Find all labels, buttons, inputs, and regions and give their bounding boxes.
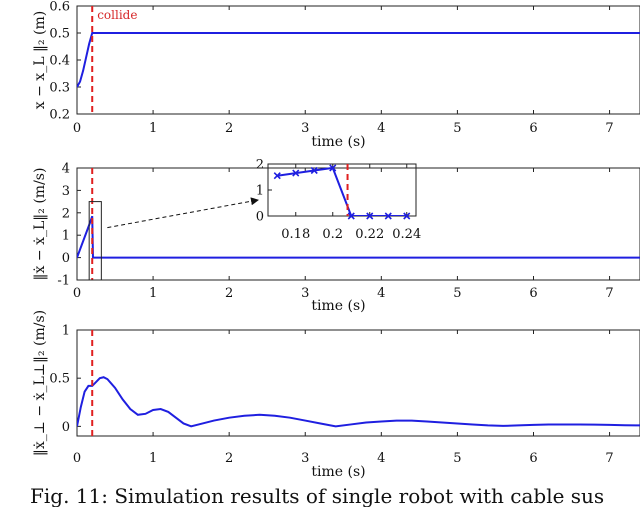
y-tick-label: 0: [62, 251, 70, 266]
x-tick-label: 0: [73, 451, 81, 466]
y-axis-label: x − x_L ‖₂ (m): [32, 11, 48, 109]
data-point-marker: [273, 172, 281, 180]
y-tick-label: 0.5: [49, 372, 70, 387]
y-tick-label: -1: [57, 274, 70, 289]
y-tick-label: 0.3: [49, 81, 70, 96]
x-tick-label: 3: [301, 121, 309, 136]
x-tick-label: 0.24: [392, 227, 421, 242]
plot-frame: [76, 167, 640, 281]
x-tick-label: 2: [225, 451, 233, 466]
x-tick-label: 4: [377, 451, 385, 466]
x-axis-label: time (s): [311, 464, 365, 480]
chart-panel-3: 0.18 0.2 0.22 0.24 0 1 2: [256, 158, 422, 243]
x-tick-label: 1: [149, 121, 157, 136]
y-tick-label: 4: [62, 162, 70, 177]
y-tick-label: 0: [256, 210, 264, 225]
data-point-marker: [403, 212, 411, 220]
x-tick-label: 5: [453, 286, 461, 301]
x-tick-label: 1: [149, 451, 157, 466]
x-tick-label: 3: [301, 286, 309, 301]
chart-panel-1: 0 1 2 3 4 5 6 7 0.2 0.3 0.4 0.5 0.6 time (s) x − x_L ‖…: [32, 0, 640, 150]
x-tick-label: 7: [605, 121, 613, 136]
data-point-marker: [366, 212, 374, 220]
y-axis-label: ‖ẋ_⊥ − ẋ_L⊥‖₂ (m/s): [32, 310, 48, 456]
data-point-marker: [292, 169, 300, 177]
y-tick-label: 0: [62, 420, 70, 435]
y-tick-label: 1: [62, 324, 70, 339]
series-line: [77, 376, 640, 428]
x-tick-label: 6: [529, 451, 537, 466]
y-tick-label: 0.4: [49, 54, 70, 69]
x-axis-label: time (s): [311, 134, 365, 150]
zoom-arrow: [107, 197, 259, 229]
x-tick-label: 2: [225, 121, 233, 136]
data-point-marker: [329, 164, 337, 172]
y-tick-label: 0.2: [49, 108, 70, 123]
series-line: [77, 32, 640, 88]
collide-annotation: collide: [97, 8, 137, 22]
y-tick-label: 1: [256, 184, 264, 199]
x-tick-label: 2: [225, 286, 233, 301]
x-tick-label: 0.22: [355, 227, 384, 242]
x-tick-label: 5: [453, 451, 461, 466]
x-tick-label: 7: [605, 286, 613, 301]
data-point-marker: [347, 212, 355, 220]
x-tick-label: 5: [453, 121, 461, 136]
y-tick-label: 2: [62, 206, 70, 221]
y-tick-label: 0.6: [49, 0, 70, 15]
chart-panel-4: 0 1 2 3 4 5 6 7 0 0.5 1 time (s) ‖ẋ_⊥ − ẋ_L⊥‖₂ (m/s): [32, 310, 640, 480]
y-tick-label: 3: [62, 184, 70, 199]
plot-frame: [76, 5, 640, 115]
x-tick-label: 4: [377, 121, 385, 136]
series-line: [277, 166, 407, 216]
x-tick-label: 6: [529, 286, 537, 301]
zoom-region-box: [88, 201, 102, 281]
x-tick-label: 6: [529, 121, 537, 136]
x-tick-label: 3: [301, 451, 309, 466]
x-axis-label: time (s): [311, 298, 365, 314]
x-tick-label: 1: [149, 286, 157, 301]
data-point-marker: [310, 166, 318, 175]
y-tick-label: 2: [256, 158, 264, 173]
x-tick-label: 0: [73, 121, 81, 136]
x-tick-label: 0.2: [322, 227, 343, 242]
figure-caption: Fig. 11: Simulation results of single ro…: [30, 484, 604, 507]
y-axis-label: ‖ẋ − ẋ_L‖₂ (m/s): [32, 168, 48, 281]
plot-frame: [76, 329, 640, 437]
x-tick-label: 0: [73, 286, 81, 301]
y-tick-label: 0.5: [49, 27, 70, 42]
x-tick-label: 7: [605, 451, 613, 466]
data-point-marker: [384, 212, 392, 220]
y-tick-label: 1: [62, 229, 70, 244]
x-tick-label: 4: [377, 286, 385, 301]
x-tick-label: 0.18: [281, 227, 310, 242]
